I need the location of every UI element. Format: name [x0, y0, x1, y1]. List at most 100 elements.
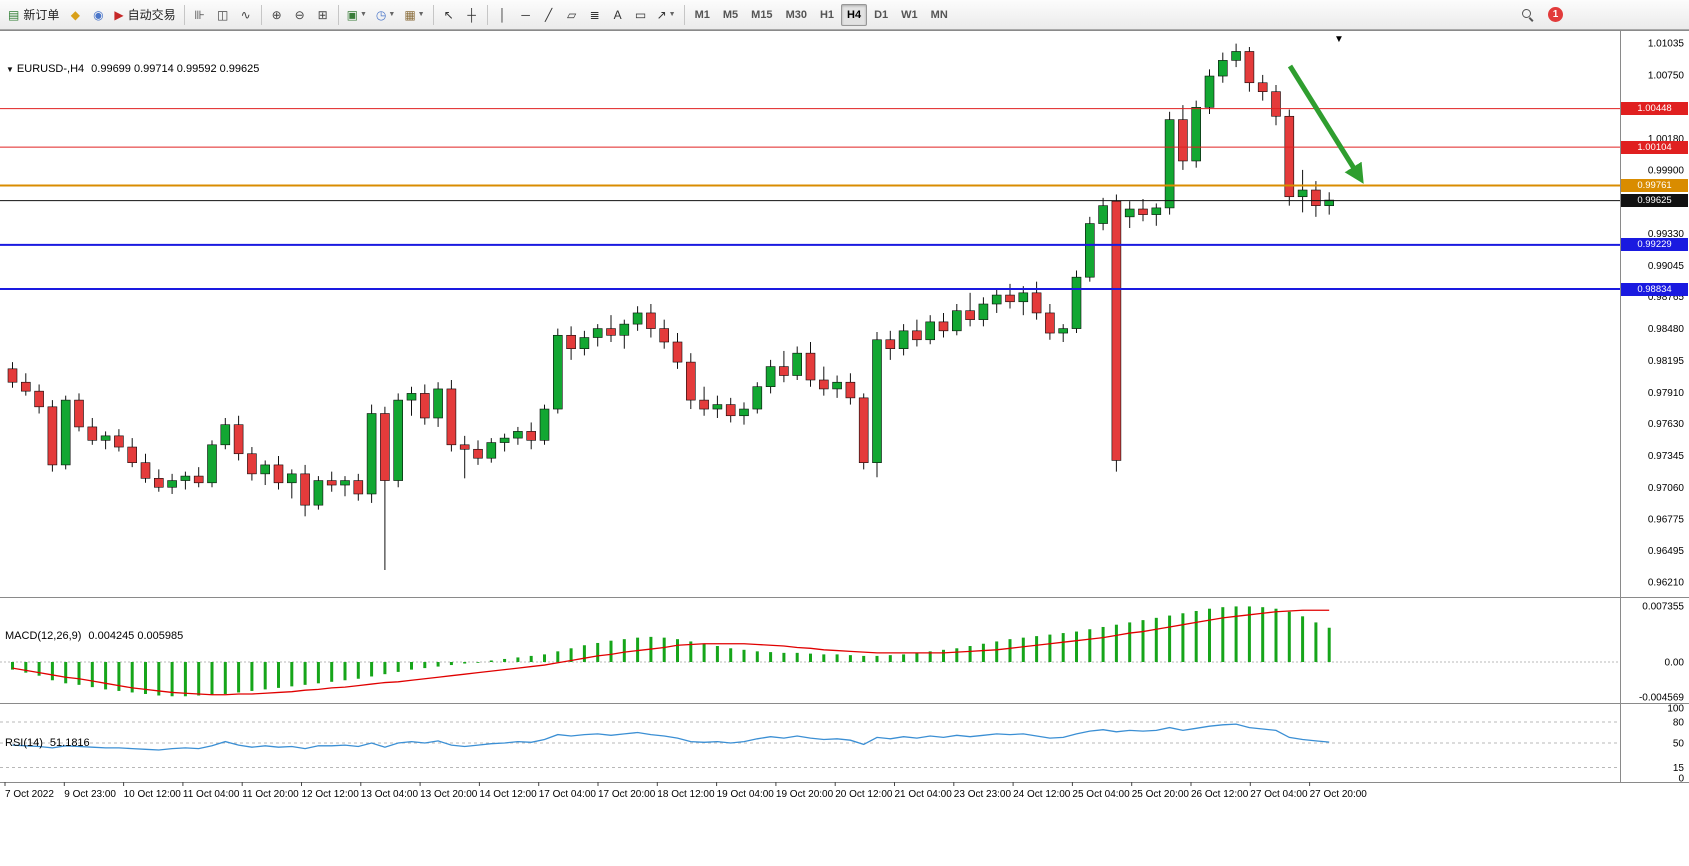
search-button[interactable] — [1516, 4, 1538, 26]
cursor-button[interactable]: ↖ — [438, 4, 460, 26]
candle — [1031, 292, 1042, 314]
candle — [260, 464, 271, 475]
candle — [858, 397, 869, 463]
candle — [499, 437, 510, 443]
svg-text:0.97910: 0.97910 — [1648, 388, 1685, 399]
candle — [1231, 51, 1241, 61]
vertical-line-button[interactable]: │ — [492, 4, 514, 26]
svg-text:0.98765: 0.98765 — [1648, 292, 1685, 303]
candle — [313, 480, 324, 506]
tile-windows-button[interactable]: ⊞ — [312, 4, 334, 26]
svg-text:9 Oct 23:00: 9 Oct 23:00 — [64, 789, 116, 800]
candle — [1324, 199, 1334, 206]
time-axis[interactable]: 7 Oct 2022 9 Oct 23:00 10 Oct 12:00 11 Oct … — [4, 782, 1367, 800]
macd-values: 0.004245 0.005985 — [88, 630, 184, 642]
text-icon: A — [613, 7, 622, 22]
timeframe-m30[interactable]: M30 — [785, 8, 807, 21]
toolbar: ▤ 新订单 ◆ ◉ ▶ 自动交易 ⊪ ◫ ∿ ⊕ ⊖ ⊞ ▣ ▼ ◷ ▼ ▦ ▼ ↖ ┼ │ ─ ╱ ▱ ≣ A ▭ ↗ ▼ M1 M5 M1… — [0, 0, 1689, 30]
symbol-dropdown-icon[interactable]: ▼ — [6, 65, 14, 74]
zoom-out-button[interactable]: ⊖ — [289, 4, 311, 26]
rsi-indicator-label: RSI(14) 51.1816 — [5, 737, 90, 749]
timeframe-h4[interactable]: H4 — [841, 3, 868, 26]
price-scale[interactable]: 1.01035 1.00750 1.00180 0.99900 0.99330 0.990… — [1648, 39, 1685, 589]
line-chart-button[interactable]: ∿ — [235, 4, 257, 26]
arrows-button[interactable]: ↗ ▼ — [653, 4, 680, 26]
candle — [1297, 189, 1308, 198]
horizontal-line-button[interactable]: ─ — [515, 4, 537, 26]
chart-canvas: ▼ 1.010351.007501.001800.999000.993300.99… — [0, 30, 1689, 800]
candle — [380, 413, 390, 481]
channel-button[interactable]: ▱ — [561, 4, 583, 26]
svg-text:0.007355: 0.007355 — [1642, 602, 1684, 613]
text-button[interactable]: A — [607, 4, 629, 26]
arrows-icon: ↗ — [656, 7, 667, 22]
notification-badge[interactable]: 1 — [1544, 4, 1567, 26]
macd-indicator-label: MACD(12,26,9) 0.004245 0.005985 — [5, 630, 183, 642]
symbol-text: EURUSD-,H4 — [16, 63, 85, 75]
candle — [406, 393, 417, 401]
svg-text:1.01035: 1.01035 — [1648, 39, 1685, 50]
candlestick-chart-button[interactable]: ◫ — [212, 4, 234, 26]
candle — [154, 478, 164, 488]
candle — [739, 408, 749, 417]
timeframe-m1[interactable]: M1 — [694, 8, 710, 21]
timeframe-m5[interactable]: M5 — [722, 8, 739, 21]
candle — [459, 444, 470, 450]
new-chart-button[interactable]: ▣ ▼ — [343, 4, 371, 26]
profiles-button[interactable]: ◷ ▼ — [372, 4, 399, 26]
label-button[interactable]: ▭ — [630, 4, 652, 26]
candle — [1178, 119, 1188, 162]
candle — [87, 426, 98, 441]
candle — [473, 448, 483, 459]
candle — [805, 352, 816, 381]
trendline-button[interactable]: ╱ — [538, 4, 560, 26]
candle — [1124, 208, 1135, 218]
svg-text:25 Oct 20:00: 25 Oct 20:00 — [1132, 789, 1190, 800]
rsi-scale[interactable]: 100 80 50 150 — [1667, 703, 1684, 784]
candles — [7, 43, 1334, 570]
market-watch-button[interactable]: ◆ — [64, 4, 86, 26]
candle — [978, 303, 989, 320]
label-icon: ▭ — [634, 7, 647, 22]
svg-text:0.96495: 0.96495 — [1648, 546, 1685, 557]
svg-text:0.96210: 0.96210 — [1648, 578, 1685, 589]
svg-text:80: 80 — [1673, 717, 1685, 728]
template-button[interactable]: ▦ ▼ — [400, 4, 428, 26]
current-price-line-badge: 0.99625 — [1621, 194, 1688, 208]
cursor-icon: ↖ — [443, 7, 454, 22]
candle — [912, 330, 922, 341]
crosshair-button[interactable]: ┼ — [461, 4, 483, 26]
autotrade-button[interactable]: ▶ 自动交易 — [110, 4, 179, 26]
svg-text:0.96775: 0.96775 — [1648, 515, 1685, 526]
candle — [1204, 75, 1215, 108]
timeframe-m15[interactable]: M15 — [751, 8, 773, 21]
candle — [1018, 292, 1029, 303]
zoom-in-button[interactable]: ⊕ — [266, 4, 288, 26]
trend-arrow[interactable] — [1287, 64, 1364, 184]
candle — [1271, 91, 1281, 117]
timeframe-w1[interactable]: W1 — [901, 8, 918, 21]
candle — [779, 366, 789, 376]
timeframe-d1[interactable]: D1 — [874, 8, 889, 21]
toolbar-separator — [683, 4, 685, 25]
candle — [579, 337, 590, 350]
candle — [273, 464, 284, 484]
timeframe-mn[interactable]: MN — [930, 8, 948, 21]
fibonacci-button[interactable]: ≣ — [584, 4, 606, 26]
svg-text:19 Oct 20:00: 19 Oct 20:00 — [776, 789, 834, 800]
candle — [1191, 107, 1201, 162]
candle — [74, 399, 84, 428]
toolbar-group: 1 — [1516, 4, 1567, 26]
bar-chart-button[interactable]: ⊪ — [189, 4, 211, 26]
candle — [419, 393, 430, 419]
candle — [433, 388, 443, 419]
macd-scale[interactable]: 0.007355 0.00 -0.004569 — [1639, 602, 1684, 704]
candle — [326, 480, 337, 486]
svg-text:23 Oct 23:00: 23 Oct 23:00 — [954, 789, 1012, 800]
navigator-button[interactable]: ◉ — [87, 4, 109, 26]
candle — [366, 413, 377, 495]
candle — [1138, 208, 1148, 215]
shift-marker-icon[interactable]: ▼ — [1334, 34, 1344, 45]
new-order-button[interactable]: ▤ 新订单 — [4, 4, 63, 26]
timeframe-h1[interactable]: H1 — [819, 8, 835, 21]
